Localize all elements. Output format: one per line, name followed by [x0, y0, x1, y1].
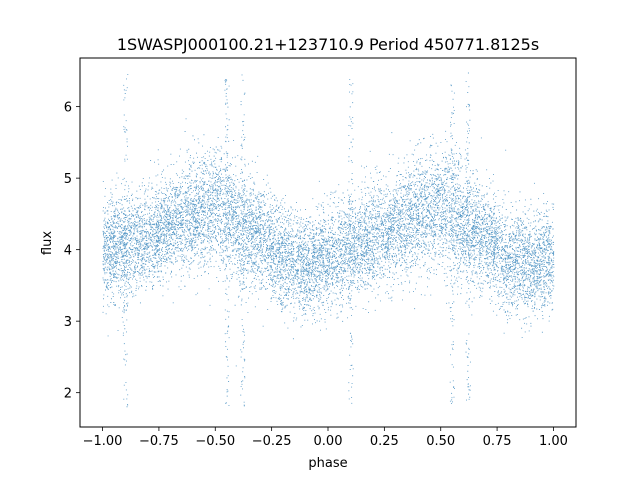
- x-tick-label: 0.25: [370, 434, 399, 449]
- x-tick-label: −1.00: [83, 434, 123, 449]
- plot-frame: [79, 57, 577, 428]
- y-tick-label: 6: [64, 101, 72, 116]
- y-tick-label: 4: [64, 244, 72, 259]
- x-tick-label: 1.00: [539, 434, 568, 449]
- x-tick-label: 0.50: [426, 434, 455, 449]
- y-tick-label: 5: [64, 172, 72, 187]
- y-axis-label: flux: [40, 231, 55, 255]
- y-tick-label: 3: [64, 315, 72, 330]
- x-tick-label: −0.50: [195, 434, 235, 449]
- x-tick-label: 0.75: [483, 434, 512, 449]
- y-axis: 2 3 4 5 6: [64, 101, 80, 402]
- x-tick-label: −0.25: [252, 434, 292, 449]
- scatter-point: [102, 72, 555, 408]
- chart-title: 1SWASPJ000100.21+123710.9 Period 450771.…: [117, 35, 539, 54]
- x-tick-label: −0.75: [139, 434, 179, 449]
- y-tick-label: 2: [64, 387, 72, 402]
- x-axis: −1.00 −0.75 −0.50 −0.25 0.00 0.25 0.50 0.75 1.00: [83, 427, 568, 449]
- x-axis-label: phase: [308, 456, 347, 471]
- x-tick-label: 0.00: [314, 434, 343, 449]
- data-points: [102, 72, 555, 408]
